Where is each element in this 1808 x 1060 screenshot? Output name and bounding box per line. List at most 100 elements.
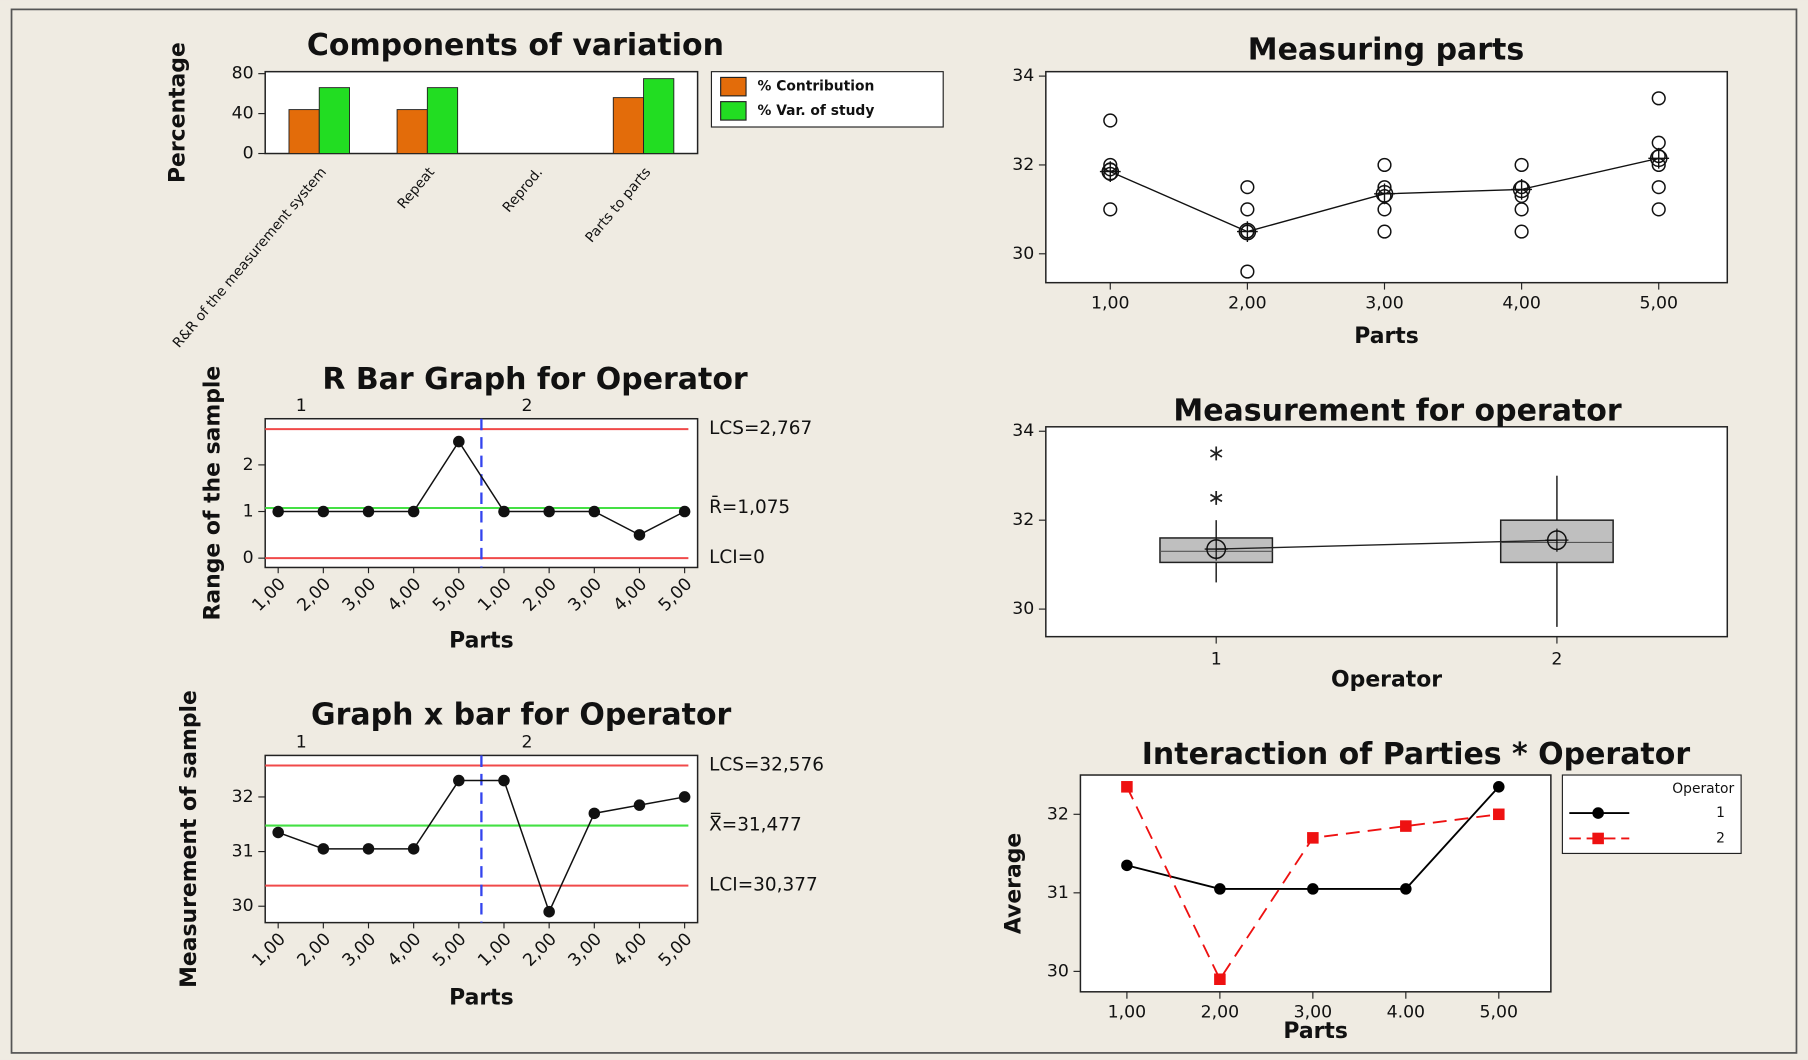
- y-tick-label: 30: [1012, 244, 1034, 264]
- legend-swatch: [720, 101, 747, 121]
- marker: [272, 826, 284, 839]
- x-tick-label: 5,00: [1480, 1003, 1518, 1023]
- x-tick-label: 2,00: [1228, 293, 1266, 313]
- marker: [317, 505, 330, 518]
- y-tick-label: 32: [1012, 510, 1034, 530]
- y-axis-label: Average: [1002, 833, 1027, 934]
- point: [1651, 202, 1666, 217]
- legend-marker: [1592, 832, 1604, 845]
- x-tick-label: 2,00: [1201, 1003, 1239, 1023]
- marker: [543, 505, 555, 518]
- mean-cross: [1204, 537, 1228, 561]
- marker: [453, 435, 465, 448]
- mean-cross: [1545, 528, 1569, 552]
- legend-title: Operator: [1672, 781, 1734, 797]
- marker: [1400, 820, 1412, 832]
- limit-label: LCI=0: [709, 547, 765, 568]
- mean-cross: [1374, 183, 1395, 205]
- x-tick-label: 1,00: [1091, 293, 1129, 313]
- point: [1377, 224, 1392, 239]
- marker: [1214, 883, 1226, 895]
- marker: [407, 843, 420, 855]
- x-tick-label: 1,00: [1108, 1003, 1146, 1023]
- marker: [1400, 883, 1412, 895]
- legend-label: 2: [1716, 830, 1725, 846]
- y-tick-label: 30: [1047, 961, 1069, 981]
- y-tick-label: 80: [232, 64, 254, 84]
- marker: [1121, 859, 1133, 872]
- limit-label: LCS=2,767: [709, 418, 812, 439]
- x-tick-label: 4,00: [1502, 293, 1540, 313]
- y-tick-label: 32: [232, 787, 254, 807]
- marker: [633, 529, 646, 541]
- x-tick-label: 1: [1211, 650, 1222, 670]
- x-axis-label: Parts: [449, 986, 514, 1011]
- chart-title: Graph x bar for Operator: [311, 698, 731, 733]
- x-tick-label: 3,00: [1365, 293, 1403, 313]
- stage-label: 2: [522, 396, 533, 416]
- point: [1240, 180, 1255, 195]
- y-axis-label: Measurement of sample: [177, 690, 202, 988]
- point: [1240, 264, 1255, 279]
- marker: [1493, 781, 1505, 793]
- point: [1377, 157, 1392, 173]
- stage-label: 1: [296, 733, 307, 753]
- stage-label: 2: [522, 733, 533, 753]
- mean-cross: [1648, 147, 1670, 169]
- point: [1514, 202, 1529, 217]
- x-axis-label: Parts: [449, 628, 514, 653]
- data-line: [278, 440, 685, 536]
- x-tick-label: 2: [1551, 650, 1562, 670]
- marker: [362, 843, 375, 855]
- point: [1240, 202, 1255, 217]
- plot-area: [1079, 774, 1552, 993]
- outlier: [1209, 491, 1223, 505]
- marker: [362, 505, 375, 518]
- mean-marker: [1374, 183, 1395, 205]
- x-tick-label: 5,00: [1639, 293, 1677, 313]
- legend-label: % Contribution: [758, 79, 875, 95]
- x-axis-label: Operator: [1331, 667, 1442, 692]
- marker: [678, 505, 691, 518]
- chart-title: Interaction of Parties * Operator: [1142, 737, 1691, 772]
- marker: [633, 799, 646, 811]
- marker: [453, 774, 465, 787]
- marker: [1307, 883, 1319, 895]
- frame: [10, 8, 1798, 1054]
- y-tick-label: 30: [232, 896, 254, 916]
- mean-marker: [1204, 537, 1228, 561]
- marker: [1307, 832, 1319, 844]
- legend-marker: [1592, 807, 1604, 819]
- mean-marker: [1545, 528, 1569, 552]
- marker: [272, 505, 284, 518]
- y-tick-label: 32: [1012, 155, 1034, 175]
- y-tick-label: 1: [243, 502, 254, 522]
- mean-cross: [1099, 161, 1121, 182]
- mean-line: [1216, 539, 1557, 550]
- marker: [317, 843, 330, 855]
- marker: [1493, 808, 1505, 821]
- legend-label: % Var. of study: [758, 103, 875, 119]
- x-axis-label: Parts: [1354, 324, 1419, 349]
- plot-area: [1045, 426, 1729, 638]
- y-tick-label: 30: [1012, 599, 1034, 619]
- marker: [678, 791, 691, 803]
- marker: [1214, 973, 1226, 985]
- outlier: [1209, 446, 1223, 461]
- marker: [588, 807, 601, 820]
- y-tick-label: 40: [232, 104, 254, 124]
- y-tick-label: 32: [1047, 804, 1069, 824]
- x-tick-label: 3,00: [1294, 1003, 1332, 1023]
- point: [1651, 180, 1666, 195]
- bar: [396, 109, 428, 154]
- y-axis-label: Range of the sample: [200, 366, 225, 621]
- y-tick-label: 2: [243, 455, 254, 475]
- x-tick-label: 4.00: [1387, 1003, 1425, 1023]
- mean-cross: [1237, 221, 1258, 242]
- mean-cross: [1511, 179, 1532, 200]
- point: [1103, 202, 1118, 217]
- legend-label: 1: [1716, 805, 1725, 821]
- marker: [498, 774, 510, 787]
